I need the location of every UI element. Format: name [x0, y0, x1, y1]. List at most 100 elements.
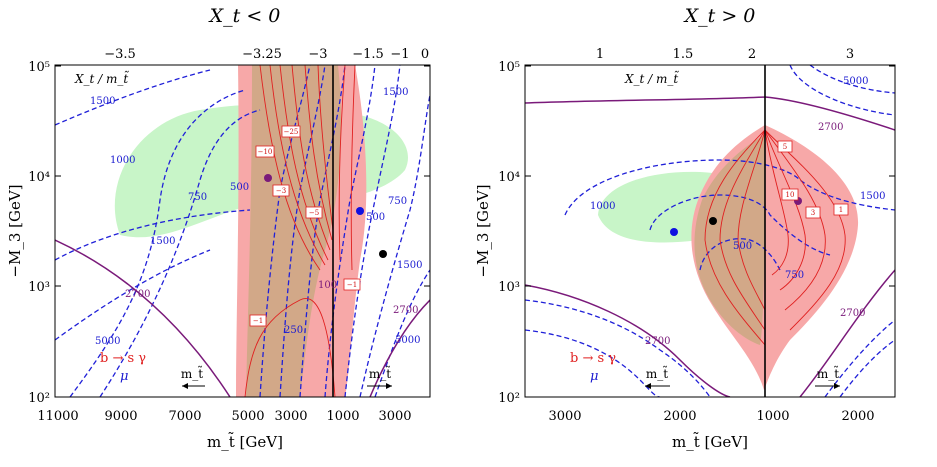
svg-text:3000: 3000 — [378, 409, 411, 424]
svg-text:2: 2 — [748, 47, 756, 62]
svg-text:m_t̃: m_t̃ — [369, 365, 391, 381]
left-ylabel: −M_3 [GeV] — [6, 184, 24, 277]
left-ytick-3: 10⁵ — [28, 60, 50, 75]
left-xticks-bottom: 11000 9000 7000 5000 3000 1000 3000 — [37, 409, 411, 424]
right-m3-contours — [525, 96, 895, 397]
right-arrows: m_t̃ m_t̃ — [645, 365, 840, 389]
svg-text:3000: 3000 — [548, 409, 581, 424]
svg-text:1500: 1500 — [383, 87, 408, 98]
svg-text:5000: 5000 — [843, 76, 868, 87]
svg-text:−5: −5 — [309, 209, 319, 217]
left-legend-bsg: b → s γ — [100, 351, 146, 366]
svg-text:−3.5: −3.5 — [104, 47, 136, 62]
svg-text:5000: 5000 — [95, 336, 120, 347]
svg-text:1000: 1000 — [590, 201, 615, 212]
right-legend-mu: μ — [590, 369, 598, 384]
svg-text:750: 750 — [188, 192, 207, 203]
right-ytick-1: 10³ — [498, 280, 520, 295]
svg-text:500: 500 — [733, 241, 752, 252]
svg-text:−3.25: −3.25 — [242, 47, 282, 62]
right-xticks-bottom: 3000 2000 1000 2000 — [548, 409, 874, 424]
svg-text:−1: −1 — [390, 47, 409, 62]
left-m3-label-2: 2700 — [393, 305, 418, 316]
left-ytick-0: 10² — [28, 391, 50, 406]
svg-text:−10: −10 — [258, 148, 273, 156]
left-m3-contours — [55, 239, 430, 397]
svg-text:2000: 2000 — [663, 409, 696, 424]
svg-text:100: 100 — [318, 280, 337, 291]
svg-text:0: 0 — [421, 47, 429, 62]
svg-text:m_t̃: m_t̃ — [817, 365, 839, 381]
svg-text:−25: −25 — [284, 128, 299, 136]
svg-text:500: 500 — [230, 182, 249, 193]
left-arrows: m_t̃ m_t̃ — [181, 365, 392, 389]
svg-text:m_t̃: m_t̃ — [181, 365, 203, 381]
svg-text:−3: −3 — [276, 187, 286, 195]
left-ytick-1: 10³ — [28, 280, 50, 295]
svg-text:5000: 5000 — [231, 409, 264, 424]
right-frame — [524, 64, 896, 398]
svg-text:11000: 11000 — [37, 409, 78, 424]
right-ytick-0: 10² — [498, 391, 520, 406]
svg-text:1000: 1000 — [756, 409, 789, 424]
svg-text:750: 750 — [785, 270, 804, 281]
svg-text:1: 1 — [839, 206, 843, 214]
svg-text:1500: 1500 — [860, 191, 885, 202]
svg-text:5: 5 — [783, 143, 787, 151]
svg-text:m_t̃: m_t̃ — [646, 365, 668, 381]
right-title: X_t > 0 — [683, 5, 756, 27]
svg-text:−1: −1 — [347, 281, 357, 289]
right-panel: X_t > 0 — [474, 5, 896, 451]
right-ytick-3: 10⁵ — [498, 60, 520, 75]
left-y-ticks — [55, 65, 430, 398]
svg-text:−1: −1 — [253, 317, 263, 325]
right-m3-label-2: 2700 — [645, 336, 670, 347]
left-point-black — [379, 250, 387, 258]
right-bsg-contours — [704, 129, 846, 346]
right-point-black — [709, 217, 717, 225]
left-inner-label: X_t / m_t̃ — [74, 70, 129, 86]
svg-text:7000: 7000 — [168, 409, 201, 424]
svg-text:−1.5: −1.5 — [352, 47, 384, 62]
right-mu-contours — [525, 65, 895, 397]
right-point-blue — [670, 228, 678, 236]
svg-text:500: 500 — [366, 212, 385, 223]
svg-text:250: 250 — [284, 325, 303, 336]
right-inner-label: X_t / m_t̃ — [624, 70, 679, 86]
svg-text:1500: 1500 — [150, 236, 175, 247]
svg-text:−3: −3 — [308, 47, 327, 62]
svg-text:750: 750 — [388, 196, 407, 207]
svg-text:3000: 3000 — [274, 409, 307, 424]
right-bsg-labels: 5 10 3 1 — [777, 140, 849, 219]
svg-text:5000: 5000 — [395, 335, 420, 346]
svg-text:1000: 1000 — [326, 409, 359, 424]
left-xlabel: m_t̃ [GeV] — [207, 432, 283, 451]
left-mu-labels: 1500 1000 750 500 1500 1500 750 500 1500… — [90, 87, 422, 347]
right-xticks-top: 1 1.5 2 3 — [596, 47, 854, 62]
left-bsg-contours — [244, 65, 356, 397]
left-bsg-labels: −25 −10 −3 −5 −1 −1 100 — [249, 125, 361, 327]
right-ytick-2: 10⁴ — [498, 170, 520, 185]
right-legend-bsg: b → s γ — [570, 351, 616, 366]
left-point-purple — [264, 174, 272, 182]
right-mu-labels: 1000 500 750 1500 5000 — [590, 76, 885, 281]
svg-text:2000: 2000 — [841, 409, 874, 424]
svg-text:1500: 1500 — [90, 96, 115, 107]
left-title: X_t < 0 — [208, 5, 281, 27]
right-m3-label-3: 2700 — [840, 308, 865, 319]
left-frame — [54, 64, 431, 398]
svg-text:3: 3 — [846, 47, 854, 62]
left-m3-label-1: 2700 — [125, 289, 150, 300]
left-ytick-2: 10⁴ — [28, 170, 50, 185]
svg-text:10: 10 — [786, 191, 795, 199]
right-y-ticks — [525, 65, 895, 398]
svg-text:1.5: 1.5 — [673, 47, 694, 62]
left-panel: X_t < 0 — [6, 5, 431, 451]
svg-text:1500: 1500 — [397, 260, 422, 271]
left-xticks-top: −3.5 −3.25 −3 −1.5 −1 0 — [104, 47, 429, 62]
left-point-blue — [356, 207, 364, 215]
svg-text:1000: 1000 — [110, 155, 135, 166]
left-mu-contours — [55, 65, 430, 397]
right-m3-label-1: 2700 — [818, 122, 843, 133]
